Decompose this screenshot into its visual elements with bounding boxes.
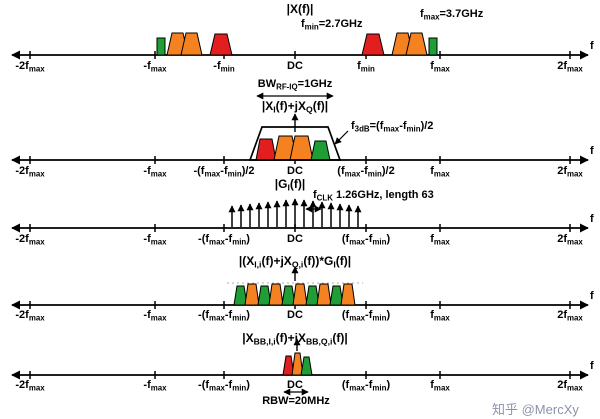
row2-f3db-annotation: f3dB=(fmax-fmin)/2 xyxy=(351,120,434,134)
tick-label: fmin xyxy=(357,60,375,74)
spectrum-segment-red xyxy=(361,33,385,56)
row3-fclk-annotation: fCLK 1.26GHz, length 63 xyxy=(313,189,434,203)
tick-label: -2fmax xyxy=(15,165,45,179)
spectrum-segment-green xyxy=(305,285,320,306)
row5-rbw-annotation: RBW=20MHz xyxy=(262,395,330,407)
spectrum-segment-green xyxy=(428,37,438,56)
tick-label: -2fmax xyxy=(15,233,45,247)
row1-title: |X(f)| xyxy=(286,2,314,16)
row2-tick-marks xyxy=(29,156,571,164)
row1-axis-end-label: f xyxy=(590,40,594,52)
tick-label: -fmax xyxy=(143,309,167,323)
row3-axis-end-label: f xyxy=(590,213,594,225)
row5-spectrum xyxy=(282,338,313,396)
tick-label: (fmax-fmin) xyxy=(341,379,391,393)
spectrum-segment-red xyxy=(282,355,295,376)
spectrum-segment-orange xyxy=(268,283,284,306)
row5-title: |XBB,I,i(f)+jXBB,Q,i(f)| xyxy=(242,331,348,347)
spectrum-segment-green xyxy=(233,285,248,306)
tick-label: -(fmax-fmin) xyxy=(198,309,250,323)
tick-label: -2fmax xyxy=(15,309,45,323)
tick-label: DC xyxy=(287,309,303,321)
row2-axis-end-label: f xyxy=(590,145,594,157)
tick-label: -fmax xyxy=(143,60,167,74)
row3-title: |GI(f)| xyxy=(274,177,306,193)
spectrum-segment-red xyxy=(209,33,233,56)
row2-title: |XI(f)+jXQ(f)| xyxy=(261,99,329,115)
spectrum-segment-orange xyxy=(292,283,308,306)
tick-label: 2fmax xyxy=(557,233,583,247)
tick-label: fmax xyxy=(430,233,450,247)
tick-label: DC xyxy=(287,233,303,245)
row4-axis-end-label: f xyxy=(590,290,594,302)
row1-axis xyxy=(11,50,589,60)
spectrum-segment-orange xyxy=(405,32,428,56)
tick-label: (fmax-fmin) xyxy=(341,233,391,247)
row3-impulse-comb xyxy=(228,198,362,227)
tick-label: -fmin xyxy=(213,60,235,74)
tick-label: 2fmax xyxy=(557,309,583,323)
row1-fmax-annotation: fmax=3.7GHz xyxy=(420,8,484,22)
f3db-pointer-arrow xyxy=(334,130,349,145)
tick-label: -2fmax xyxy=(15,60,45,74)
tick-label: DC xyxy=(287,379,303,391)
spectrum-segment-green xyxy=(329,285,344,306)
spectrum-segment-orange xyxy=(291,352,304,376)
spectrum-segment-green xyxy=(156,37,166,56)
tick-label: 2fmax xyxy=(557,165,583,179)
row1-spectrum xyxy=(156,32,438,56)
spectrum-segment-orange xyxy=(316,283,332,306)
tick-label: -fmax xyxy=(143,379,167,393)
row5-tick-marks xyxy=(29,371,571,379)
spectrum-segment-orange xyxy=(289,135,314,161)
tick-label: fmax xyxy=(430,309,450,323)
tick-label: -(fmax-fmin)/2 xyxy=(193,165,255,179)
row2-spectrum xyxy=(248,92,349,161)
tick-label: -fmax xyxy=(143,165,167,179)
tick-label: fmax xyxy=(430,165,450,179)
tick-label: -2fmax xyxy=(15,379,45,393)
tick-label: DC xyxy=(287,165,303,177)
spectrum-segment-green xyxy=(300,356,313,376)
spectrum-segment-green xyxy=(257,285,272,306)
tick-label: -(fmax-fmin) xyxy=(198,379,250,393)
tick-label: fmax xyxy=(430,60,450,74)
tick-label: 2fmax xyxy=(557,379,583,393)
tick-label: (fmax-fmin) xyxy=(341,309,391,323)
spectrum-segment-orange xyxy=(244,283,260,306)
row4-spectrum xyxy=(227,266,363,306)
tick-label: -fmax xyxy=(143,233,167,247)
spectrum-segment-green xyxy=(281,285,296,306)
tick-label: 2fmax xyxy=(557,60,583,74)
spectrum-segment-orange xyxy=(180,32,203,56)
tick-label: -(fmax-fmin) xyxy=(198,233,250,247)
tick-label: (fmax-fmin)/2 xyxy=(337,165,395,179)
filter-response-outline xyxy=(248,126,342,161)
row3-axis xyxy=(11,223,589,233)
tick-label: DC xyxy=(287,60,303,72)
spectrum-segment-orange xyxy=(340,283,356,306)
row1-fmin-annotation: fmin=2.7GHz xyxy=(301,18,363,32)
watermark: 知乎 @MercXy xyxy=(492,402,579,417)
spectrum-segment-green xyxy=(310,140,331,161)
row5-axis-end-label: f xyxy=(590,360,594,372)
spectrum-segment-red xyxy=(255,138,277,161)
row2-bw-annotation: BWRF-IQ=1GHz xyxy=(257,78,333,92)
row4-title: |(XI,i(f)+jXQ,i(f))*GI(f)| xyxy=(238,254,352,270)
tick-label: fmax xyxy=(430,379,450,393)
